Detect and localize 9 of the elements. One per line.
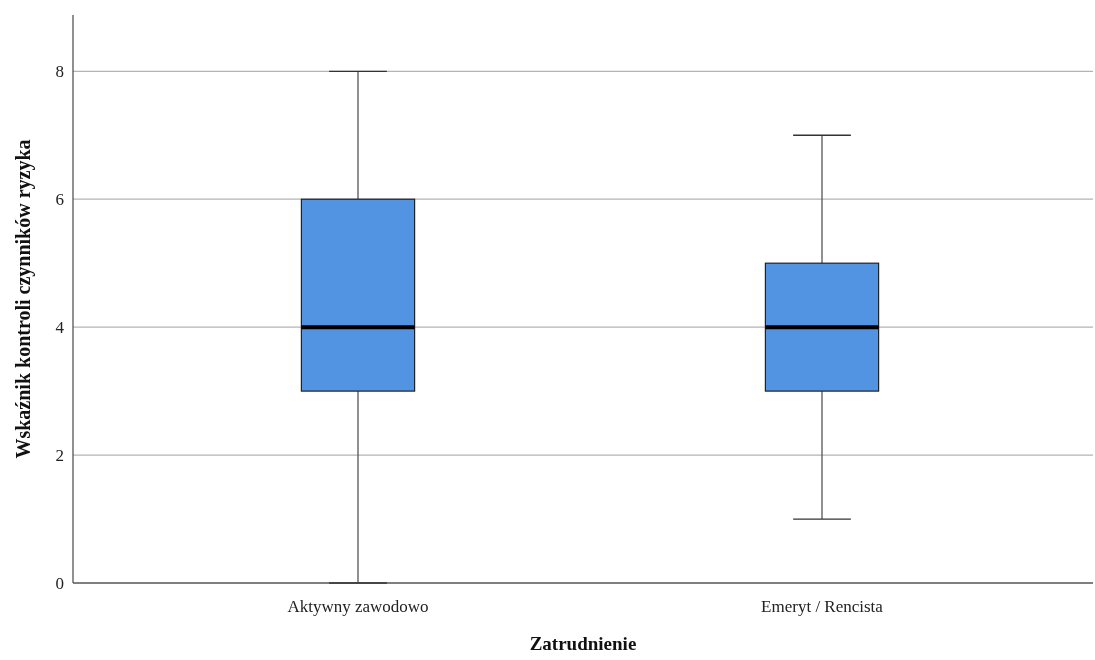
x-tick-label: Emeryt / Rencista: [761, 597, 884, 616]
x-axis-title: Zatrudnienie: [529, 633, 637, 654]
y-tick-label: 8: [55, 62, 64, 82]
y-tick-label: 6: [55, 190, 64, 210]
y-tick-label: 2: [55, 446, 64, 466]
y-axis-title: Wskaźnik kontroli czynników ryzyka: [12, 139, 35, 459]
y-tick-label: 4: [55, 318, 65, 338]
x-tick-label: Aktywny zawodowo: [287, 597, 429, 616]
y-tick-label: 0: [55, 573, 64, 593]
